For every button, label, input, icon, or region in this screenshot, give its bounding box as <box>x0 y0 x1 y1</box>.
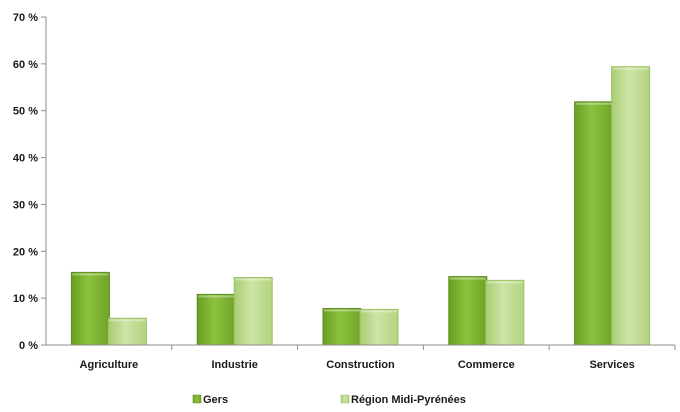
y-tick-label: 10 % <box>13 293 38 305</box>
bar-region <box>359 308 399 346</box>
bar-gers <box>196 293 236 346</box>
bars <box>70 66 651 346</box>
bar-highlight <box>449 277 486 280</box>
bar-region <box>233 277 273 346</box>
x-tick-label: Commerce <box>458 359 515 371</box>
y-axis: 0 % 10 % 20 % 30 % 40 % 50 % 60 % 70 % <box>13 12 47 352</box>
legend: Gers Région Midi-Pyrénées <box>192 394 466 406</box>
y-tick-label: 0 % <box>19 340 38 352</box>
y-tick-label: 70 % <box>13 12 38 24</box>
legend-swatch-gers <box>192 394 202 404</box>
x-tick-label: Agriculture <box>80 359 139 371</box>
bar-gers <box>322 307 362 346</box>
y-tick-label: 60 % <box>13 59 38 71</box>
y-tick-label: 40 % <box>13 153 38 165</box>
bar-highlight <box>612 67 649 70</box>
bar-region <box>611 66 651 346</box>
bar-gers <box>70 271 110 346</box>
bar-highlight <box>109 319 146 322</box>
bar-highlight <box>575 102 612 105</box>
legend-label-gers: Gers <box>203 394 228 406</box>
legend-swatch-region <box>340 394 350 404</box>
x-tick-label: Industrie <box>211 359 257 371</box>
x-axis: Agriculture Industrie Construction Commerce… <box>46 344 676 371</box>
y-tick-label: 50 % <box>13 106 38 118</box>
bar-gers <box>448 276 488 346</box>
bar-highlight <box>486 281 523 284</box>
bar-gers <box>574 101 614 346</box>
legend-label-region: Région Midi-Pyrénées <box>351 394 466 406</box>
y-tick-label: 20 % <box>13 246 38 258</box>
x-tick-label: Construction <box>326 359 395 371</box>
x-tick-label: Services <box>589 359 634 371</box>
bar-highlight <box>324 309 360 312</box>
bar-highlight <box>72 273 109 276</box>
bar-highlight <box>198 295 235 298</box>
bar-highlight <box>361 310 397 313</box>
bar-region <box>107 317 147 346</box>
bar-region <box>485 279 525 346</box>
y-tick-label: 30 % <box>13 199 38 211</box>
bar-highlight <box>235 278 272 281</box>
